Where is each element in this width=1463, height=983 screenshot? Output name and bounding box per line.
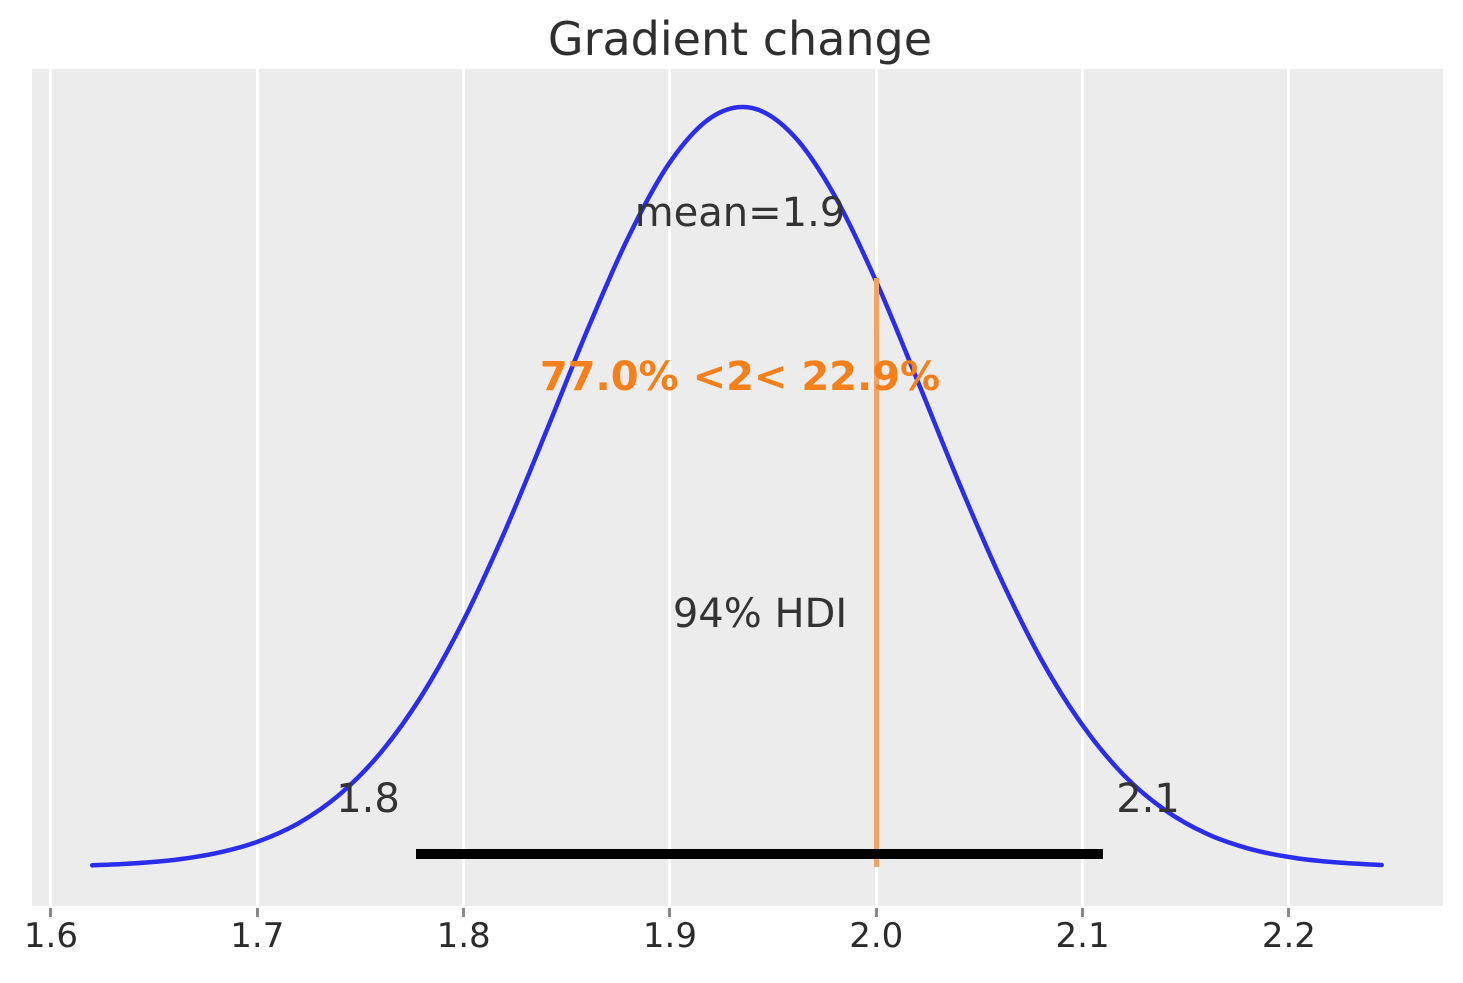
- gridline: [668, 69, 672, 906]
- gridline: [1287, 69, 1291, 906]
- hdi-upper-label: 2.1: [1116, 776, 1180, 822]
- x-tick-mark: [1081, 908, 1085, 917]
- x-tick-label: 1.9: [642, 916, 697, 956]
- plot-area: [32, 69, 1443, 906]
- x-tick-mark: [874, 908, 878, 917]
- x-tick-label: 1.6: [23, 916, 79, 956]
- hdi-bar: [416, 849, 1104, 859]
- hdi-lower-label: 1.8: [336, 776, 400, 822]
- gridline: [462, 69, 466, 906]
- x-tick-mark: [668, 908, 672, 917]
- x-tick-label: 2.2: [1261, 916, 1316, 956]
- density-curve-path: [89, 104, 1384, 868]
- gridline: [1081, 69, 1085, 906]
- x-tick-label: 2.0: [849, 916, 904, 956]
- mean-label: mean=1.9: [634, 190, 846, 236]
- reference-value-line: [873, 278, 879, 867]
- x-tick-mark: [1287, 908, 1291, 917]
- x-tick-label: 1.7: [230, 916, 285, 956]
- hdi-label: 94% HDI: [672, 591, 848, 637]
- ref-val-label: 77.0% <2< 22.9%: [539, 354, 941, 400]
- density-curve: [89, 104, 1384, 868]
- x-tick-mark: [255, 908, 259, 917]
- x-tick-mark: [462, 908, 466, 917]
- gridline: [49, 69, 53, 906]
- gridline: [255, 69, 259, 906]
- x-tick-label: 1.8: [436, 916, 491, 956]
- x-tick-label: 2.1: [1055, 916, 1110, 956]
- chart-title: Gradient change: [547, 12, 933, 66]
- x-tick-mark: [49, 908, 53, 917]
